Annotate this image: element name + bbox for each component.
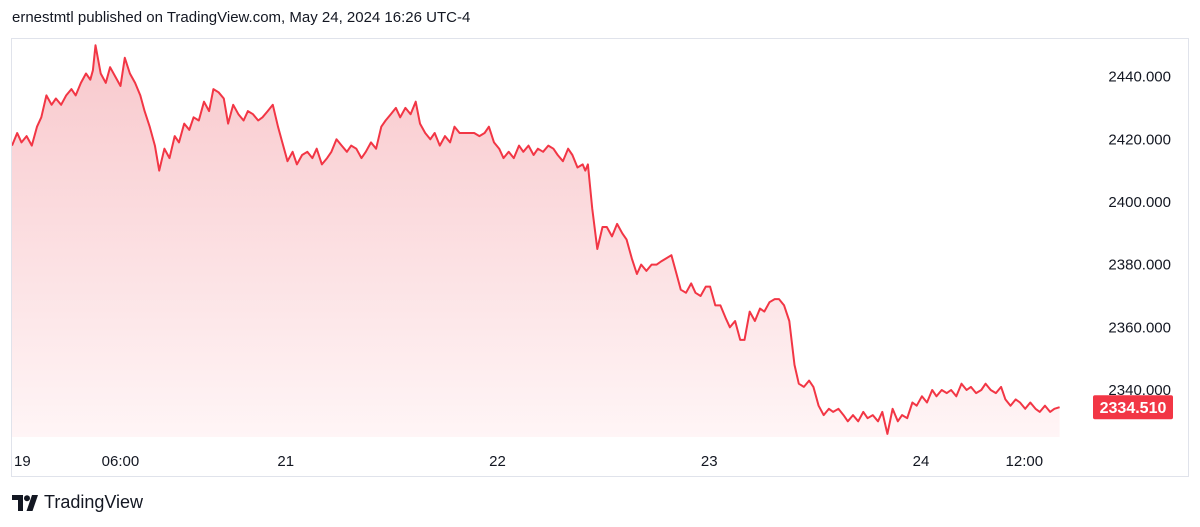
y-axis[interactable]: 2340.000 2360.000 2380.000 2400.000 2420.000… [1108, 69, 1171, 399]
chart-frame [11, 38, 1189, 477]
x-tick-label: 12:00 [1006, 453, 1044, 470]
y-tick-label: 2360.000 [1108, 319, 1171, 336]
x-tick-label: 23 [701, 453, 718, 470]
y-tick-label: 2420.000 [1108, 131, 1171, 148]
footer-brand-text: TradingView [44, 492, 144, 512]
price-line [12, 44, 1060, 435]
x-axis[interactable]: 19 06:00 21 22 23 24 12:00 [14, 453, 1043, 470]
y-tick-label: 2340.000 [1108, 382, 1171, 399]
last-price-label: 2334.510 [1093, 395, 1173, 420]
tradingview-logo-icon [12, 494, 38, 511]
x-tick-label: 19 [14, 453, 31, 470]
y-tick-label: 2440.000 [1108, 69, 1171, 86]
footer-brand[interactable]: TradingView [12, 492, 143, 513]
x-tick-label: 24 [913, 453, 930, 470]
last-price-value: 2334.510 [1100, 400, 1167, 417]
y-tick-label: 2380.000 [1108, 257, 1171, 274]
publisher-line: ernestmtl published on TradingView.com, … [12, 9, 471, 26]
y-tick-label: 2400.000 [1108, 194, 1171, 211]
price-area-fill [12, 45, 1060, 437]
x-tick-label: 22 [489, 453, 506, 470]
x-tick-label: 06:00 [102, 453, 140, 470]
x-tick-label: 21 [277, 453, 294, 470]
